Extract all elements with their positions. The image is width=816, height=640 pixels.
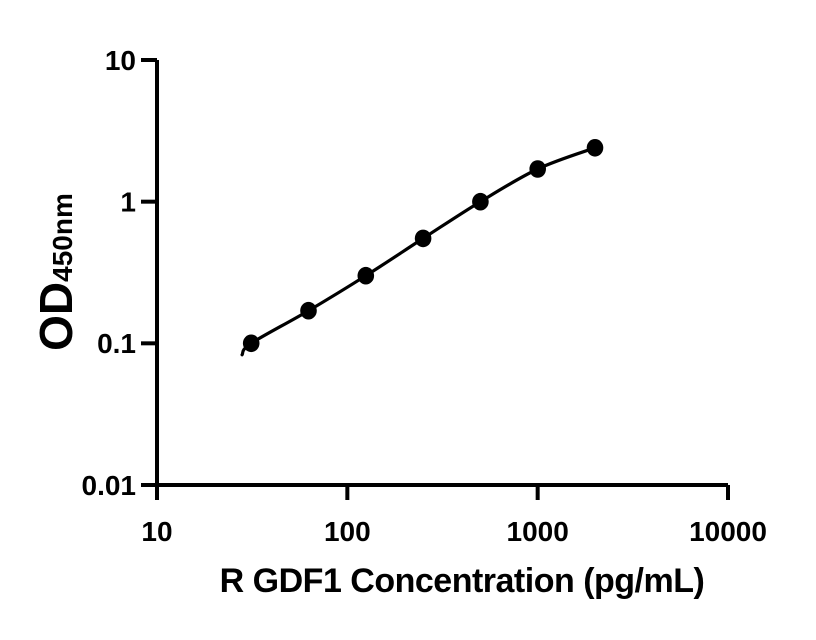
x-tick-label-10000: 10000	[689, 516, 767, 547]
y-axis-title-main: OD	[30, 282, 82, 351]
data-series	[240, 139, 604, 357]
data-point-2	[357, 266, 375, 285]
x-tick-label-100: 100	[324, 516, 371, 547]
x-tick-label-1000: 1000	[507, 516, 569, 547]
data-point-6	[586, 139, 604, 157]
data-point-5	[529, 160, 546, 178]
y-tick-label-1: 1	[120, 186, 136, 217]
y-axis-title: OD450nm	[30, 193, 82, 351]
y-axis-title-subscript: 450nm	[47, 193, 78, 282]
data-point-0	[242, 334, 260, 353]
y-tick-label-0.1: 0.1	[97, 328, 136, 359]
data-point-3	[414, 229, 432, 248]
y-tick-label-0.01: 0.01	[82, 470, 137, 501]
data-point-4	[472, 192, 489, 211]
x-tick-label-10: 10	[141, 516, 172, 547]
data-point-1	[300, 301, 317, 320]
axis-spines	[155, 60, 728, 487]
x-axis-title: R GDF1 Concentration (pg/mL)	[220, 562, 705, 600]
fit-curve	[240, 146, 597, 357]
y-tick-label-10: 10	[105, 45, 136, 76]
